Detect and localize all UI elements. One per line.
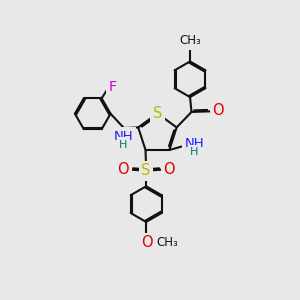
Text: F: F [108,80,116,94]
Text: O: O [117,161,129,176]
Text: NH: NH [185,137,204,150]
Text: H: H [119,140,128,150]
Text: S: S [142,163,151,178]
Text: S: S [153,106,162,121]
Text: O: O [141,235,153,250]
Text: CH₃: CH₃ [180,34,202,47]
Text: CH₃: CH₃ [157,236,178,249]
Text: O: O [212,103,224,118]
Text: H: H [190,147,199,157]
Text: O: O [163,161,175,176]
Text: NH: NH [114,130,134,143]
